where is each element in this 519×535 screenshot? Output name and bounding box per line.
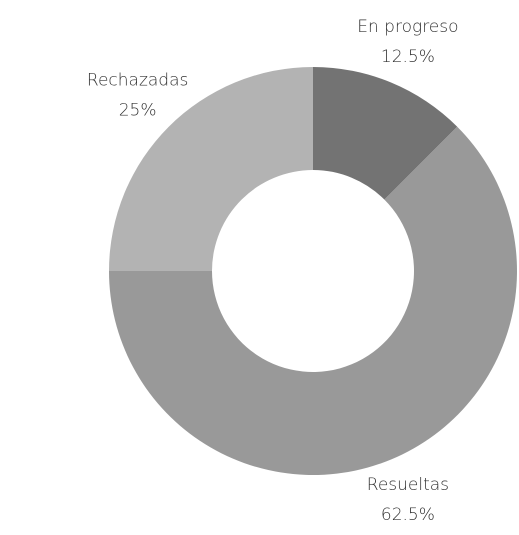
slice-label: Resueltas bbox=[367, 475, 449, 495]
value-label: 62.5% bbox=[381, 505, 435, 525]
slice bbox=[313, 67, 458, 200]
slice-label: Rechazadas bbox=[87, 71, 188, 91]
slice bbox=[109, 67, 313, 271]
slice bbox=[109, 126, 517, 475]
value-label: 12.5% bbox=[381, 47, 435, 67]
value-label: 25% bbox=[119, 101, 157, 121]
slice-label: En progreso bbox=[357, 17, 458, 37]
